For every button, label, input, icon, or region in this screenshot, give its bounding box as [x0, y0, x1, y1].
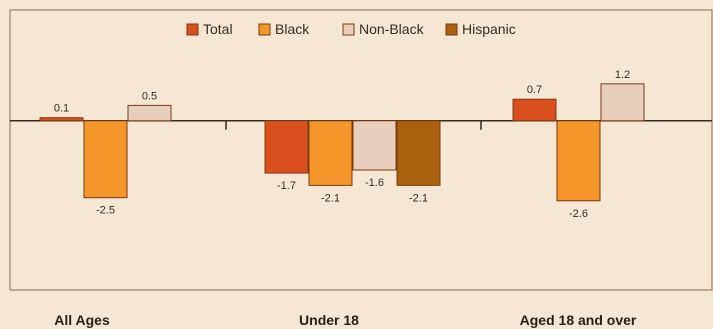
bar-black-1	[83, 120, 128, 199]
category-labels-group: All Ages Under 18 Aged 18 and over	[54, 312, 637, 328]
bar-non-black-1	[127, 104, 172, 122]
data-label: 0.1	[54, 103, 69, 115]
data-label: -2.5	[96, 205, 115, 217]
legend-swatch-hispanic	[445, 23, 458, 36]
data-label: -2.1	[321, 192, 340, 204]
legend-label: Hispanic	[462, 21, 516, 37]
bar-total-1	[39, 117, 84, 122]
data-label: 0.7	[527, 84, 542, 96]
legend-swatch-black	[258, 23, 271, 36]
bar-black-3	[556, 120, 601, 202]
bar-hispanic-2	[396, 120, 441, 186]
data-labels-group: 0.1 -2.5 0.5 -1.7 -2.1 -1.6 -2.1 0.7 -2.6 1.2	[54, 69, 630, 220]
bar-total-2	[264, 120, 309, 174]
axis-ticks	[225, 120, 482, 130]
category-label: Aged 18 and over	[520, 312, 637, 328]
bars-group	[39, 83, 645, 202]
data-label: 1.2	[615, 69, 630, 81]
category-label: Under 18	[299, 312, 359, 328]
bar-black-2	[308, 120, 353, 186]
data-label: 0.5	[142, 90, 157, 102]
data-label: -1.7	[277, 180, 296, 192]
legend-swatch-non-black	[342, 23, 355, 36]
plot-frame	[9, 9, 713, 291]
data-label: -2.1	[409, 192, 428, 204]
bar-non-black-2	[352, 120, 397, 171]
data-label: -1.6	[365, 177, 384, 189]
category-label: All Ages	[54, 312, 110, 328]
legend-swatch-total	[186, 23, 199, 36]
legend-label: Non-Black	[359, 21, 425, 37]
legend: Total Black Non-Black Hispanic	[186, 21, 516, 37]
bar-total-3	[512, 98, 557, 122]
data-label: -2.6	[569, 208, 588, 220]
legend-label: Black	[275, 21, 310, 37]
legend-label: Total	[203, 21, 233, 37]
bar-non-black-3	[600, 83, 645, 122]
